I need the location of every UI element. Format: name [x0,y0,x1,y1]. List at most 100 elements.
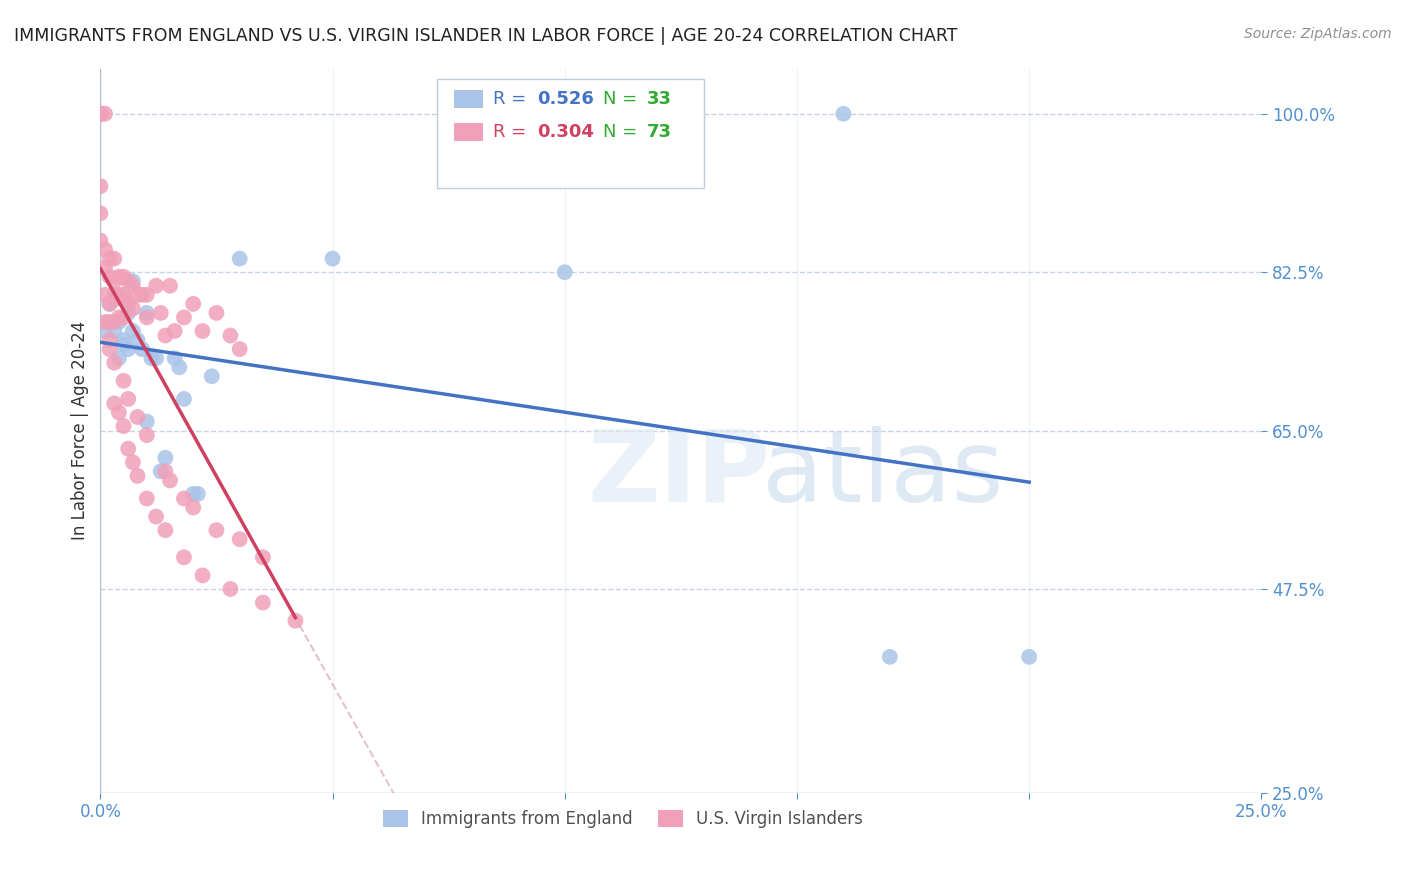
Point [108,351,131,366]
Point [117,306,139,320]
Point [117,392,139,406]
Point [94,260,117,275]
Point [169,360,191,375]
Point [98,297,121,311]
Point [112,310,135,325]
Text: 33: 33 [647,90,672,108]
Point [219,582,242,596]
Text: atlas: atlas [762,425,1004,523]
Point [127,468,149,483]
Point [131,288,153,302]
Point [145,278,167,293]
Point [205,306,228,320]
Y-axis label: In Labor Force | Age 20-24: In Labor Force | Age 20-24 [72,321,89,541]
Point [832,107,855,121]
Point [98,342,121,356]
Point [108,405,131,419]
Point [112,419,135,434]
Point [155,328,177,343]
Text: R =: R = [492,122,531,141]
Point [554,265,576,279]
Point [159,278,181,293]
Legend: Immigrants from England, U.S. Virgin Islanders: Immigrants from England, U.S. Virgin Isl… [375,804,869,835]
Point [149,306,172,320]
Point [89,107,111,121]
Point [112,288,135,302]
Point [181,500,204,515]
Point [173,310,195,325]
Point [173,392,195,406]
Point [879,649,901,664]
Point [89,107,111,121]
Point [121,274,143,288]
Point [112,333,135,347]
Point [284,614,307,628]
Point [112,293,135,307]
Point [89,234,111,248]
Point [89,107,111,121]
Point [1018,649,1040,664]
Point [191,324,214,338]
Point [103,274,125,288]
Point [108,269,131,284]
Point [135,306,157,320]
Point [112,269,135,284]
Text: 0.526: 0.526 [537,90,593,108]
Point [187,487,209,501]
Point [121,301,143,316]
Point [121,324,143,338]
Point [98,333,121,347]
Point [149,464,172,478]
Text: R =: R = [492,90,531,108]
Text: IMMIGRANTS FROM ENGLAND VS U.S. VIRGIN ISLANDER IN LABOR FORCE | AGE 20-24 CORRE: IMMIGRANTS FROM ENGLAND VS U.S. VIRGIN I… [14,27,957,45]
Point [98,269,121,284]
Point [131,342,153,356]
Point [117,274,139,288]
Point [103,293,125,307]
Point [173,550,195,565]
Point [127,333,149,347]
Point [89,179,111,194]
Point [228,532,250,546]
Point [159,474,181,488]
Point [103,288,125,302]
Point [252,596,274,610]
Point [173,491,195,506]
Point [117,297,139,311]
Point [181,487,204,501]
Point [98,297,121,311]
Point [155,523,177,537]
Point [108,315,131,329]
Text: 73: 73 [647,122,672,141]
Point [121,278,143,293]
Point [98,315,121,329]
Text: Source: ZipAtlas.com: Source: ZipAtlas.com [1244,27,1392,41]
Point [228,342,250,356]
Point [181,297,204,311]
Point [322,252,344,266]
Point [103,252,125,266]
Point [89,107,111,121]
Point [145,351,167,366]
Point [94,243,117,257]
Point [191,568,214,582]
Point [219,328,242,343]
Point [94,107,117,121]
Point [135,415,157,429]
Point [155,450,177,465]
Point [141,351,163,366]
Point [163,351,186,366]
Point [145,509,167,524]
Point [117,442,139,456]
Point [205,523,228,537]
Point [117,342,139,356]
FancyBboxPatch shape [454,90,484,108]
Point [103,396,125,410]
Point [127,409,149,424]
Point [103,356,125,370]
Point [135,428,157,442]
Point [228,252,250,266]
Point [94,315,117,329]
Point [108,310,131,325]
Point [135,491,157,506]
